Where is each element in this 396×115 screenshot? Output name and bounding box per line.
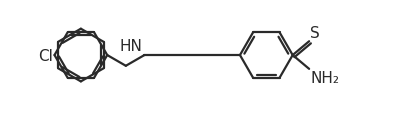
Text: S: S <box>310 26 320 41</box>
Text: HN: HN <box>120 39 143 54</box>
Text: NH₂: NH₂ <box>310 70 339 85</box>
Text: Cl: Cl <box>38 48 53 63</box>
